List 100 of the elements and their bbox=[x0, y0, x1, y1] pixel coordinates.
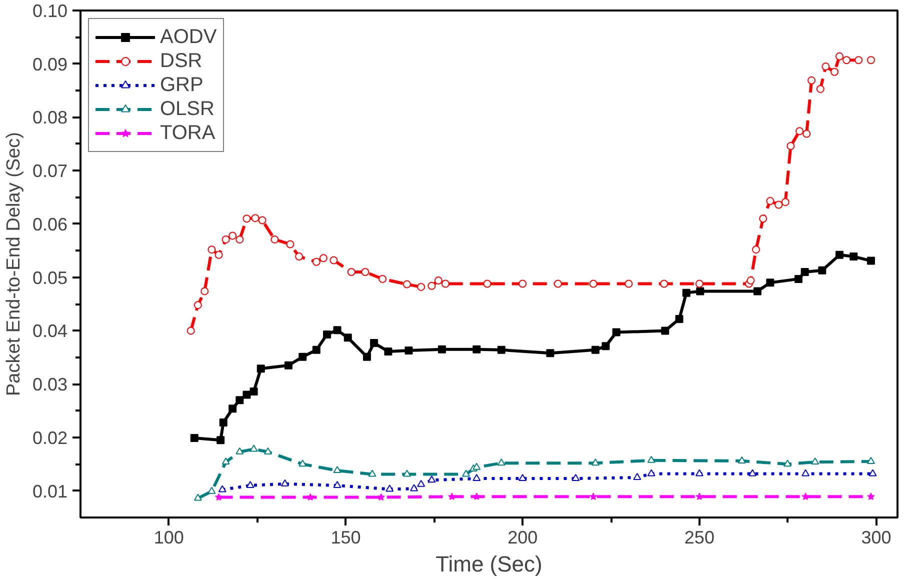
point bbox=[835, 250, 844, 259]
legend-label: OLSR bbox=[160, 97, 214, 121]
point bbox=[214, 493, 223, 501]
point bbox=[242, 214, 251, 223]
point bbox=[695, 469, 704, 476]
point bbox=[333, 480, 342, 488]
point bbox=[794, 274, 802, 283]
point bbox=[472, 462, 481, 470]
point bbox=[497, 458, 506, 466]
legend-label: GRP bbox=[160, 73, 204, 97]
point bbox=[384, 348, 392, 356]
point bbox=[696, 287, 704, 296]
point bbox=[250, 444, 258, 452]
point bbox=[298, 352, 307, 361]
point bbox=[647, 469, 656, 476]
point bbox=[822, 62, 830, 71]
y-tick-label: 0.05 bbox=[32, 268, 68, 288]
point bbox=[295, 252, 304, 261]
point bbox=[219, 418, 228, 427]
point bbox=[236, 447, 244, 454]
point bbox=[774, 200, 783, 209]
point bbox=[377, 493, 385, 501]
point bbox=[802, 130, 811, 138]
point bbox=[264, 447, 272, 454]
point bbox=[633, 472, 642, 480]
point bbox=[434, 276, 442, 285]
point bbox=[816, 84, 824, 93]
x-tick-label: 250 bbox=[684, 528, 714, 548]
point bbox=[868, 469, 877, 476]
point bbox=[402, 280, 411, 288]
point bbox=[218, 485, 226, 492]
point bbox=[256, 364, 265, 373]
point bbox=[208, 486, 216, 494]
point bbox=[312, 258, 320, 266]
point bbox=[236, 235, 244, 244]
point bbox=[590, 492, 598, 500]
x-tick-label: 100 bbox=[154, 528, 184, 548]
point bbox=[661, 326, 670, 335]
point bbox=[746, 276, 755, 285]
point bbox=[368, 470, 376, 477]
point bbox=[572, 474, 580, 482]
legend-label: AODV bbox=[160, 25, 217, 49]
point bbox=[428, 476, 436, 483]
y-tick-label: 0.04 bbox=[32, 321, 68, 342]
point bbox=[738, 456, 746, 464]
point bbox=[330, 256, 338, 264]
point bbox=[675, 314, 684, 323]
point bbox=[866, 456, 875, 464]
point bbox=[428, 282, 436, 290]
point bbox=[251, 214, 260, 222]
point bbox=[784, 460, 792, 467]
point bbox=[808, 76, 816, 84]
point bbox=[781, 198, 790, 206]
point bbox=[786, 142, 795, 150]
point bbox=[284, 361, 292, 370]
point bbox=[402, 470, 411, 477]
point bbox=[362, 352, 371, 361]
point bbox=[850, 252, 858, 261]
point bbox=[802, 469, 810, 476]
point bbox=[194, 494, 202, 501]
point bbox=[696, 492, 704, 500]
point bbox=[323, 330, 332, 338]
point bbox=[386, 484, 394, 492]
point bbox=[200, 287, 209, 296]
point bbox=[695, 280, 704, 288]
point bbox=[854, 56, 863, 64]
point bbox=[796, 127, 804, 136]
point bbox=[866, 56, 875, 64]
point bbox=[312, 346, 320, 354]
point bbox=[472, 345, 481, 354]
point bbox=[186, 326, 195, 335]
point bbox=[759, 214, 768, 223]
point bbox=[333, 326, 342, 334]
point bbox=[222, 235, 230, 244]
legend-label: DSR bbox=[160, 49, 202, 73]
point bbox=[258, 216, 266, 224]
point bbox=[462, 470, 470, 477]
point bbox=[280, 479, 289, 486]
point bbox=[378, 274, 387, 283]
point bbox=[866, 256, 875, 265]
point bbox=[370, 338, 378, 347]
point bbox=[298, 460, 307, 467]
point bbox=[546, 349, 554, 358]
y-tick-label: 0.08 bbox=[32, 108, 68, 128]
point bbox=[752, 246, 760, 254]
point bbox=[472, 474, 481, 482]
point bbox=[441, 280, 450, 288]
point bbox=[660, 280, 668, 288]
point bbox=[753, 287, 762, 296]
x-tick-label: 300 bbox=[861, 528, 892, 548]
point bbox=[766, 278, 774, 287]
point bbox=[306, 493, 314, 501]
point bbox=[748, 469, 756, 476]
point bbox=[682, 288, 690, 297]
point bbox=[800, 268, 809, 276]
point bbox=[417, 480, 426, 487]
point bbox=[410, 484, 418, 492]
point bbox=[190, 434, 198, 442]
x-tick-label: 200 bbox=[508, 528, 538, 548]
point bbox=[404, 346, 413, 354]
